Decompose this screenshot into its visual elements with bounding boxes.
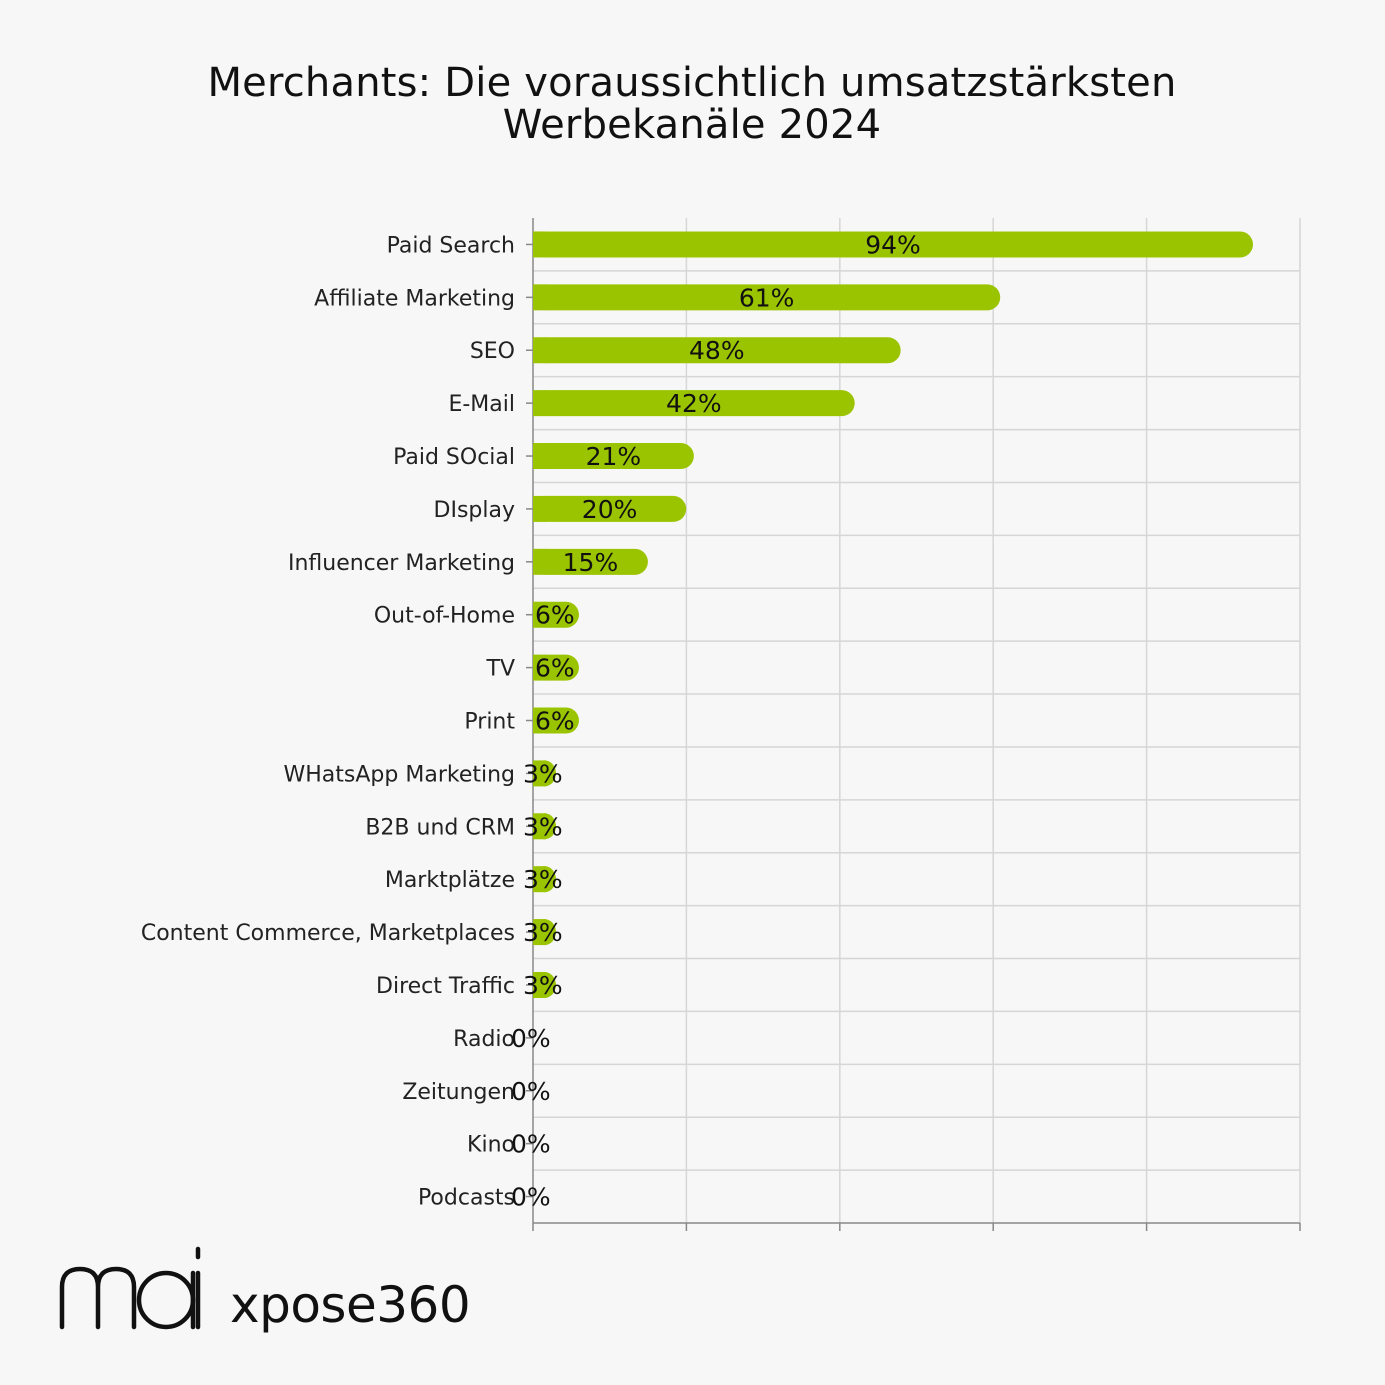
- xpose360-logo: xpose360: [230, 1276, 471, 1334]
- bar: [533, 548, 648, 575]
- data-label: 3%: [523, 865, 563, 894]
- bar: [533, 443, 694, 470]
- bar-left-cap: [533, 601, 546, 628]
- data-label: 48%: [689, 336, 745, 365]
- data-label: 3%: [523, 918, 563, 947]
- bar-left-cap: [533, 866, 546, 893]
- bar: [533, 284, 1001, 311]
- bar-chart: Paid Search 94% Affiliate Marketing 61% SEO 4…: [141, 218, 1301, 1231]
- bar-left-cap: [533, 813, 546, 840]
- data-label: 0%: [511, 1183, 551, 1212]
- bar-left-cap: [533, 760, 546, 787]
- data-label: 6%: [535, 707, 575, 736]
- data-label: 0%: [511, 1077, 551, 1106]
- category-label: SEO: [470, 339, 515, 364]
- bar-left-cap: [533, 548, 546, 575]
- data-label: 61%: [739, 283, 795, 312]
- bar-left-cap: [533, 390, 546, 417]
- bar-left-cap: [533, 284, 546, 311]
- data-label: 6%: [535, 601, 575, 630]
- data-label: 0%: [511, 1130, 551, 1159]
- category-label: Radio: [453, 1027, 515, 1052]
- category-label: TV: [486, 657, 516, 682]
- category-label: Marktplätze: [385, 868, 515, 893]
- category-label: DIsplay: [434, 498, 515, 523]
- data-label: 3%: [523, 971, 563, 1000]
- category-label: Content Commerce, Marketplaces: [141, 921, 515, 946]
- data-label: 6%: [535, 654, 575, 683]
- category-label: Direct Traffic: [376, 974, 515, 999]
- bar-left-cap: [533, 654, 546, 681]
- data-label: 3%: [523, 812, 563, 841]
- category-label: WHatsApp Marketing: [284, 762, 515, 787]
- category-label: B2B und CRM: [365, 815, 515, 840]
- bar-left-cap: [533, 495, 546, 522]
- bar-left-cap: [533, 337, 546, 364]
- data-label: 15%: [563, 548, 619, 577]
- bar-left-cap: [533, 971, 546, 998]
- category-label: Out-of-Home: [374, 604, 515, 629]
- data-label: 94%: [865, 230, 921, 259]
- category-label: Podcasts: [418, 1186, 515, 1211]
- bar-left-cap: [533, 443, 546, 470]
- category-label: Paid SOcial: [393, 445, 515, 470]
- category-label: Influencer Marketing: [288, 551, 515, 576]
- bar: [533, 390, 855, 417]
- data-label: 0%: [511, 1024, 551, 1053]
- bar: [533, 495, 687, 522]
- category-label: E-Mail: [448, 392, 515, 417]
- chart-title: Merchants: Die voraussichtlich umsatzstä…: [207, 60, 1177, 148]
- bar-left-cap: [533, 919, 546, 946]
- data-label: 21%: [586, 442, 642, 471]
- category-label: Kino: [467, 1133, 515, 1158]
- bar: [533, 231, 1253, 258]
- category-label: Print: [464, 710, 515, 735]
- mai-logo: [59, 1246, 201, 1330]
- bar-left-cap: [533, 707, 546, 734]
- category-label: Affiliate Marketing: [314, 286, 515, 311]
- category-label: Zeitungen: [402, 1080, 515, 1105]
- data-label: 20%: [582, 495, 638, 524]
- category-label: Paid Search: [387, 233, 515, 258]
- data-label: 3%: [523, 759, 563, 788]
- data-label: 42%: [666, 389, 722, 418]
- bar: [533, 337, 901, 364]
- bar-left-cap: [533, 231, 546, 258]
